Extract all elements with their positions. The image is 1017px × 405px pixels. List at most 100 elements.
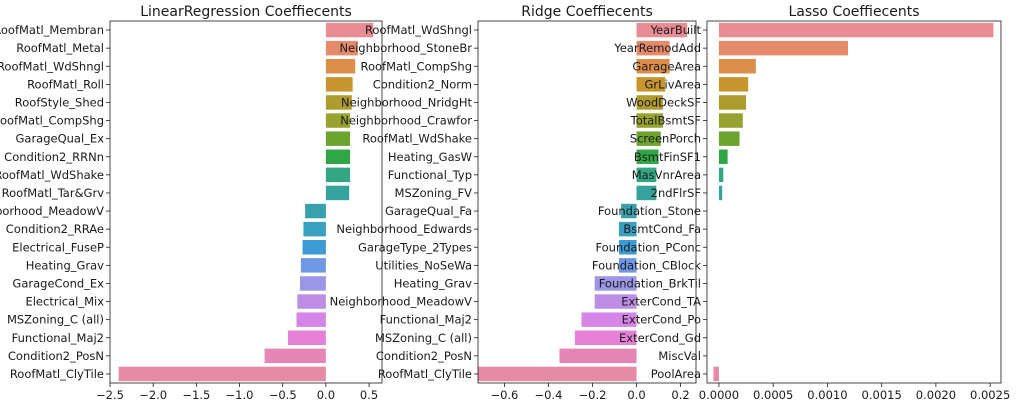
x-tick-label: 0.0 (317, 388, 335, 402)
category-label: GarageQual_Ex (15, 132, 104, 146)
category-label: RoofMatl_WdShngl (365, 23, 472, 37)
category-label: GarageType_2Types (358, 240, 472, 254)
bar (636, 77, 666, 92)
category-label: MSZoning_C (all) (375, 331, 472, 345)
category-label: Neighborhood_MeadowV (0, 204, 104, 218)
category-label: Functional_Maj2 (380, 313, 472, 327)
category-label: MasVnrArea (632, 168, 701, 182)
category-label: MSZoning_C (all) (7, 313, 104, 327)
bar (636, 59, 670, 74)
x-tick-label: −1.0 (226, 388, 254, 402)
category-label: RoofMatl_Tar&Grv (2, 186, 105, 200)
bar (636, 40, 670, 56)
bar (299, 276, 326, 291)
bar (636, 167, 657, 183)
category-label: Neighborhood_StoneBr (339, 41, 472, 55)
axes-frame (109, 20, 383, 384)
x-tick-label: 0.0000 (699, 388, 739, 402)
bar (718, 22, 994, 38)
bar (305, 203, 326, 219)
category-label: RoofMatl_Membran (0, 23, 104, 37)
bar (118, 366, 326, 382)
category-label: GrLivArea (644, 77, 701, 91)
category-label: 2ndFlrSF (651, 186, 701, 200)
category-label: Condition2_Norm (373, 77, 472, 91)
category-label: GarageCond_Ex (12, 276, 104, 290)
category-label: RoofStyle_Shed (15, 95, 104, 109)
x-tick-label: 0.0010 (807, 388, 847, 402)
bar (718, 131, 740, 146)
category-label: TotalBsmtSF (630, 114, 701, 128)
bar (594, 294, 637, 309)
category-label: RoofMatl_ClyTile (10, 367, 104, 381)
category-label: BsmtCond_Fa (623, 222, 701, 236)
bar (303, 221, 326, 237)
x-tick-label: 0.2 (671, 388, 689, 402)
bar (718, 185, 723, 201)
category-label: RoofMatl_ClyTile (378, 367, 472, 381)
category-label: Heating_Grav (26, 258, 104, 272)
x-tick-label: −1.5 (182, 388, 210, 402)
bar (325, 22, 374, 38)
category-label: Foundation_PConc (595, 240, 701, 254)
bar (325, 40, 358, 56)
category-label: Foundation_BrkTil (599, 276, 701, 290)
bar (718, 113, 743, 128)
category-label: Condition2_PosN (376, 349, 472, 363)
bar (325, 95, 352, 110)
category-label: ExterCond_Po (622, 313, 701, 327)
bar (287, 330, 326, 345)
bar (264, 348, 326, 364)
category-label: RoofMatl_Metal (16, 41, 104, 55)
category-label: WoodDeckSF (626, 95, 701, 109)
category-label: RoofMatl_CompShg (0, 114, 104, 128)
category-label: Neighborhood_NridgHt (341, 95, 473, 109)
category-label: Condition2_PosN (8, 349, 104, 363)
bar (718, 167, 724, 183)
bar (618, 221, 637, 237)
axes-frame (706, 20, 1002, 384)
bar (713, 366, 719, 382)
bar (574, 330, 637, 345)
bar (618, 240, 637, 255)
bar (636, 149, 659, 164)
bar (621, 203, 637, 219)
category-label: Utilities_NoSeWa (375, 258, 472, 272)
bar (718, 77, 749, 92)
x-tick-label: −2.5 (96, 388, 124, 402)
category-label: Heating_Grav (394, 276, 472, 290)
x-tick-label: 0.0 (627, 388, 645, 402)
bar (718, 95, 747, 110)
bar (325, 131, 351, 146)
x-tick-label: 0.0005 (753, 388, 793, 402)
category-label: Condition2_RRNn (4, 150, 104, 164)
bar (636, 95, 663, 110)
bar (325, 59, 356, 74)
bar (325, 185, 350, 201)
category-label: RoofMatl_Roll (27, 77, 104, 91)
ridge-chart: Ridge Coeffiecents RoofMatl_WdShngl Neigh… (330, 4, 697, 402)
bar (296, 312, 326, 327)
category-label: Foundation_Stone (598, 204, 701, 218)
bar (594, 276, 637, 291)
category-label: MiscVal (658, 349, 701, 363)
bar (478, 366, 637, 382)
category-label: GarageArea (632, 59, 701, 73)
category-label: PoolArea (651, 367, 701, 381)
bar (325, 167, 351, 183)
bar (636, 22, 688, 38)
category-label: Neighborhood_MeadowV (330, 295, 473, 309)
x-tick-label: −0.5 (269, 388, 297, 402)
category-label: ScreenPorch (630, 132, 701, 146)
bar (636, 185, 657, 201)
category-label: RoofMatl_WdShake (0, 168, 104, 182)
bar (325, 149, 351, 164)
category-label: Functional_Maj2 (12, 331, 104, 345)
category-label: Neighborhood_Crawfor (340, 114, 472, 128)
category-label: BsmtFinSF1 (634, 150, 701, 164)
category-label: RoofMatl_WdShngl (0, 59, 104, 73)
category-label: Electrical_Mix (25, 295, 104, 309)
chart-title: LinearRegression Coeffiecents (140, 4, 352, 20)
bar (636, 113, 663, 128)
